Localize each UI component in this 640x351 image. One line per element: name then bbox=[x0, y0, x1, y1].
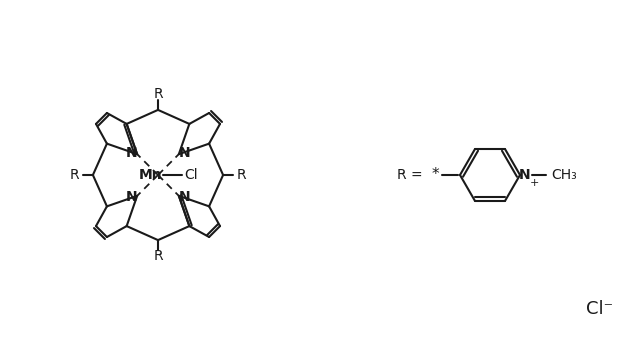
Text: N: N bbox=[125, 146, 137, 160]
Text: N: N bbox=[519, 168, 531, 182]
Text: R: R bbox=[153, 249, 163, 263]
Text: R: R bbox=[236, 168, 246, 182]
Text: R: R bbox=[70, 168, 80, 182]
Text: R =: R = bbox=[397, 168, 423, 182]
Text: N: N bbox=[179, 190, 191, 204]
Text: R: R bbox=[153, 87, 163, 101]
Text: Cl: Cl bbox=[184, 168, 198, 182]
Text: Mn: Mn bbox=[139, 168, 163, 182]
Text: *: * bbox=[431, 167, 439, 183]
Text: +: + bbox=[529, 178, 539, 188]
Text: N: N bbox=[125, 190, 137, 204]
Text: Cl⁻: Cl⁻ bbox=[586, 300, 614, 318]
Text: CH₃: CH₃ bbox=[551, 168, 577, 182]
Text: N: N bbox=[179, 146, 191, 160]
